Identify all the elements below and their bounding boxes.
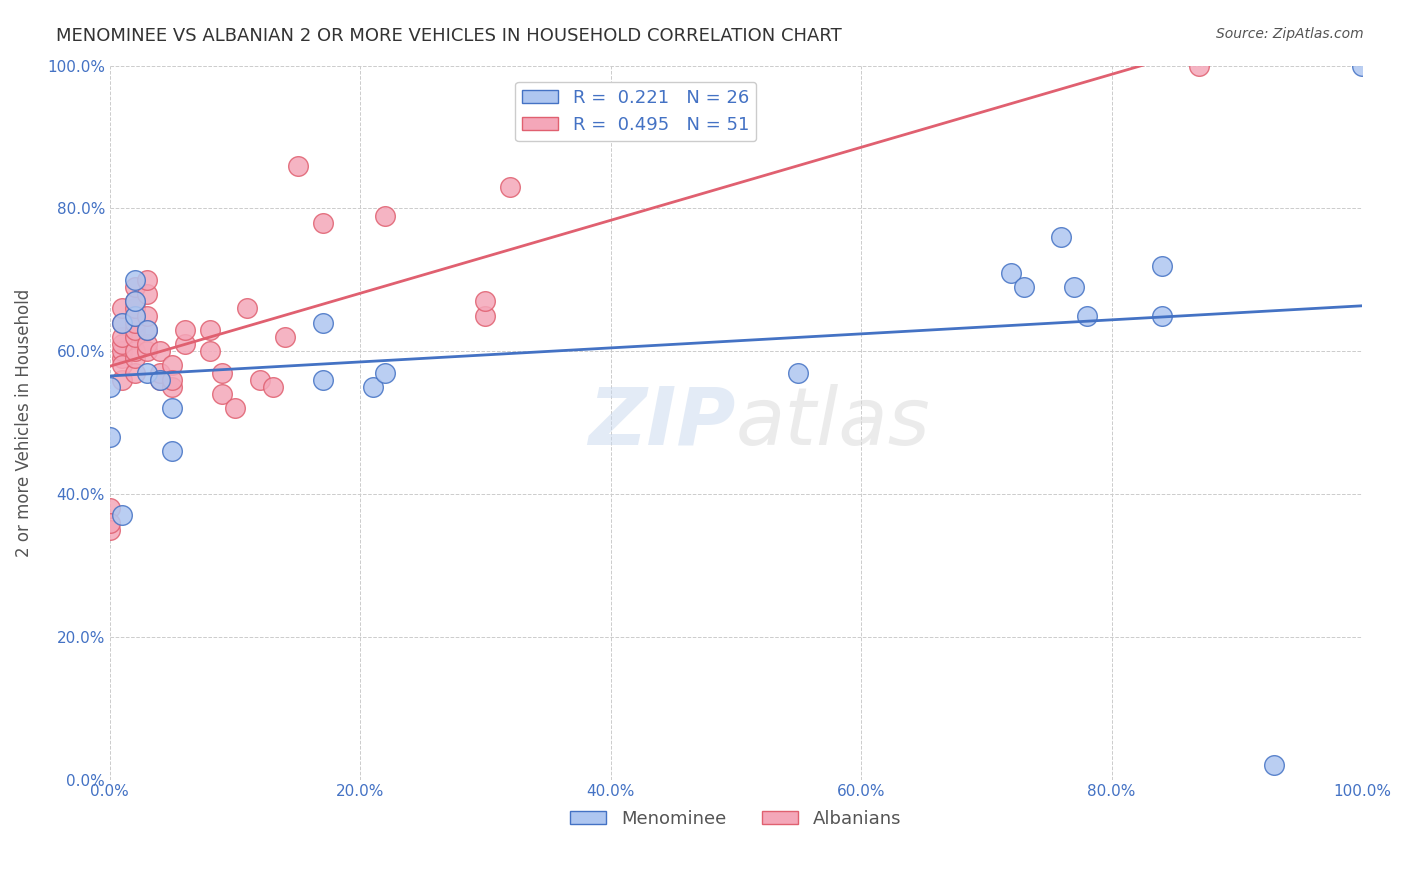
Point: [274, 330, 297, 344]
Text: MENOMINEE VS ALBANIAN 2 OR MORE VEHICLES IN HOUSEHOLD CORRELATION CHART: MENOMINEE VS ALBANIAN 2 OR MORE VEHICLES…: [56, 27, 842, 45]
Point: [474, 309, 496, 323]
Point: [124, 330, 146, 344]
Point: [124, 323, 146, 337]
Point: [149, 373, 172, 387]
Point: [111, 316, 134, 330]
Point: [162, 373, 184, 387]
Point: [374, 209, 396, 223]
Point: [111, 301, 134, 316]
Point: [136, 366, 159, 380]
Point: [173, 337, 195, 351]
Point: [1076, 309, 1098, 323]
Point: [287, 159, 309, 173]
Point: [124, 366, 146, 380]
Point: [149, 366, 172, 380]
Point: [98, 380, 121, 394]
Point: [211, 366, 233, 380]
Point: [136, 323, 159, 337]
Point: [1188, 59, 1211, 73]
Point: [311, 316, 333, 330]
Point: [787, 366, 810, 380]
Point: [1000, 266, 1022, 280]
Point: [111, 351, 134, 366]
Point: [1263, 758, 1285, 772]
Point: [499, 180, 522, 194]
Point: [136, 323, 159, 337]
Point: [224, 401, 246, 416]
Point: [124, 273, 146, 287]
Point: [124, 344, 146, 359]
Point: [1063, 280, 1085, 294]
Point: [136, 287, 159, 301]
Point: [124, 316, 146, 330]
Point: [162, 380, 184, 394]
Point: [1150, 259, 1173, 273]
Point: [124, 294, 146, 309]
Text: Source: ZipAtlas.com: Source: ZipAtlas.com: [1216, 27, 1364, 41]
Point: [198, 323, 221, 337]
Point: [111, 337, 134, 351]
Point: [249, 373, 271, 387]
Point: [162, 401, 184, 416]
Point: [136, 309, 159, 323]
Point: [98, 430, 121, 444]
Point: [98, 516, 121, 530]
Text: ZIP: ZIP: [589, 384, 735, 461]
Point: [111, 344, 134, 359]
Point: [162, 444, 184, 458]
Point: [136, 344, 159, 359]
Point: [374, 366, 396, 380]
Point: [124, 280, 146, 294]
Point: [198, 344, 221, 359]
Point: [149, 344, 172, 359]
Point: [111, 316, 134, 330]
Point: [136, 273, 159, 287]
Legend: Menominee, Albanians: Menominee, Albanians: [564, 803, 908, 835]
Point: [1351, 59, 1374, 73]
Point: [111, 373, 134, 387]
Point: [162, 359, 184, 373]
Point: [474, 294, 496, 309]
Point: [311, 373, 333, 387]
Point: [124, 309, 146, 323]
Point: [262, 380, 284, 394]
Point: [98, 523, 121, 537]
Point: [124, 309, 146, 323]
Point: [1012, 280, 1035, 294]
Y-axis label: 2 or more Vehicles in Household: 2 or more Vehicles in Household: [15, 288, 32, 557]
Point: [211, 387, 233, 401]
Point: [149, 373, 172, 387]
Point: [111, 359, 134, 373]
Point: [361, 380, 384, 394]
Point: [124, 351, 146, 366]
Text: atlas: atlas: [735, 384, 931, 461]
Point: [124, 301, 146, 316]
Point: [98, 501, 121, 516]
Point: [124, 294, 146, 309]
Point: [111, 330, 134, 344]
Point: [1050, 230, 1073, 244]
Point: [1150, 309, 1173, 323]
Point: [111, 508, 134, 523]
Point: [311, 216, 333, 230]
Point: [136, 337, 159, 351]
Point: [236, 301, 259, 316]
Point: [173, 323, 195, 337]
